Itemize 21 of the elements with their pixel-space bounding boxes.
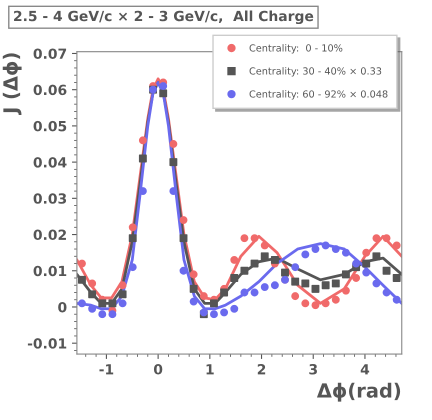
x-tick-label: -1 [99, 364, 114, 374]
y-tick-label: -0.01 [28, 338, 66, 349]
y-axis-title: J (Δϕ) [2, 53, 22, 116]
x-tick-label: 3 [309, 364, 317, 375]
y-tick-label: 0.03 [34, 193, 66, 204]
legend-label: Centrality: 60 - 92% × 0.048 [250, 90, 388, 100]
x-axis-title: Δϕ(rad) [316, 382, 400, 402]
x-tick-label: 0 [154, 364, 162, 375]
y-tick-label: 0.01 [34, 266, 66, 276]
x-tick-label: 2 [258, 364, 266, 374]
y-tick-label: 0.06 [34, 84, 66, 96]
y-tick-label: 0.07 [34, 48, 66, 59]
y-tick-label: 0 [58, 302, 67, 312]
legend-label: Centrality: 0 - 10% [250, 44, 342, 54]
y-tick-label: 0.02 [34, 230, 66, 240]
chart-title: 2.5 - 4 GeV/c × 2 - 3 GeV/c, All Charge [14, 10, 314, 24]
y-tick-label: 0.05 [34, 120, 66, 132]
y-tick-label: 0.04 [34, 157, 67, 168]
x-tick-label: 1 [206, 364, 214, 374]
x-tick-label: 4 [360, 364, 370, 374]
legend-label: Centrality: 30 - 40% × 0.33 [250, 67, 382, 77]
